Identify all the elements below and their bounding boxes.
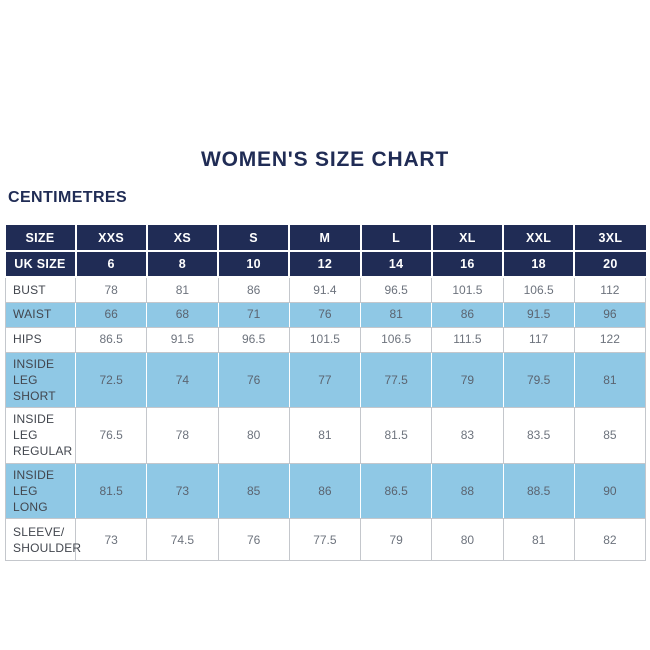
value-cell: 83.5 <box>502 407 575 464</box>
value-cell: 85 <box>217 462 290 520</box>
value-cell: 96.5 <box>217 326 290 353</box>
header-cell: 14 <box>359 250 433 278</box>
size-chart-header: SIZE XXS XS S M L XL XXL 3XL UK SIZE 6 8 10 12 14 16 18 2… <box>5 225 646 278</box>
value-cell: 80 <box>217 407 290 464</box>
value-cell: 86.5 <box>359 462 433 520</box>
row-label: HIPS <box>5 326 76 353</box>
header-cell: 20 <box>573 250 646 278</box>
value-cell: 81 <box>146 276 219 303</box>
value-cell: 71 <box>217 301 290 328</box>
value-cell: 117 <box>502 326 575 353</box>
header-row-label: SIZE <box>5 225 77 252</box>
header-cell: 18 <box>501 250 576 278</box>
value-cell: 81.5 <box>74 462 148 520</box>
header-cell: XL <box>430 225 505 252</box>
value-cell: 85 <box>573 407 647 464</box>
value-cell: 74 <box>146 351 219 409</box>
row-label: WAIST <box>5 301 76 328</box>
header-cell: 16 <box>430 250 505 278</box>
header-cell: XS <box>145 225 220 252</box>
row-label: INSIDE LEG REGULAR <box>5 407 76 464</box>
value-cell: 81.5 <box>359 407 433 464</box>
value-cell: 101.5 <box>288 326 362 353</box>
header-cell: M <box>288 225 362 252</box>
value-cell: 76 <box>217 518 290 562</box>
value-cell: 96.5 <box>359 276 433 303</box>
value-cell: 76.5 <box>74 407 148 464</box>
table-row-hips: HIPS 86.5 91.5 96.5 101.5 106.5 111.5 117 122 <box>5 326 647 353</box>
value-cell: 73 <box>146 462 219 520</box>
table-row-inside-leg-short: INSIDE LEG SHORT 72.5 74 76 77 77.5 79 79.5 81 <box>5 351 647 409</box>
value-cell: 74.5 <box>146 518 219 562</box>
value-cell: 106.5 <box>359 326 433 353</box>
header-cell: 10 <box>216 250 291 278</box>
value-cell: 77.5 <box>359 351 433 409</box>
row-label: SLEEVE/ SHOULDER <box>5 518 81 562</box>
value-cell: 91.5 <box>502 301 575 328</box>
value-cell: 86 <box>431 301 504 328</box>
value-cell: 76 <box>288 301 362 328</box>
table-row-sleeve-shoulder: SLEEVE/ SHOULDER 73 74.5 76 77.5 79 80 81 82 <box>5 518 647 562</box>
value-cell: 86 <box>217 276 290 303</box>
table-row-waist: WAIST 66 68 71 76 81 86 91.5 96 <box>5 301 647 328</box>
value-cell: 101.5 <box>431 276 504 303</box>
value-cell: 86.5 <box>74 326 148 353</box>
value-cell: 106.5 <box>502 276 575 303</box>
row-label: INSIDE LEG SHORT <box>5 351 76 409</box>
value-cell: 88 <box>431 462 504 520</box>
value-cell: 82 <box>573 518 647 562</box>
value-cell: 122 <box>573 326 647 353</box>
value-cell: 79.5 <box>502 351 575 409</box>
value-cell: 78 <box>74 276 148 303</box>
header-row-label: UK SIZE <box>5 250 77 278</box>
header-cell: 6 <box>74 250 148 278</box>
value-cell: 86 <box>288 462 362 520</box>
value-cell: 81 <box>502 518 575 562</box>
header-row-uk-size: UK SIZE 6 8 10 12 14 16 18 20 <box>5 250 646 278</box>
size-chart-table: SIZE XXS XS S M L XL XXL 3XL UK SIZE 6 8 10 12 14 16 18 2… <box>5 225 647 562</box>
value-cell: 81 <box>359 301 433 328</box>
value-cell: 76 <box>217 351 290 409</box>
value-cell: 88.5 <box>502 462 575 520</box>
value-cell: 68 <box>146 301 219 328</box>
header-cell: 12 <box>288 250 362 278</box>
value-cell: 112 <box>573 276 647 303</box>
size-chart-body: BUST 78 81 86 91.4 96.5 101.5 106.5 112 WAIST 66 68… <box>5 276 647 562</box>
header-cell: XXS <box>74 225 148 252</box>
value-cell: 81 <box>573 351 647 409</box>
table-row-bust: BUST 78 81 86 91.4 96.5 101.5 106.5 112 <box>5 276 647 303</box>
header-cell: 8 <box>145 250 220 278</box>
table-row-inside-leg-long: INSIDE LEG LONG 81.5 73 85 86 86.5 88 88.5 90 <box>5 462 647 520</box>
value-cell: 81 <box>288 407 362 464</box>
value-cell: 66 <box>74 301 148 328</box>
header-cell: 3XL <box>573 225 646 252</box>
value-cell: 83 <box>431 407 504 464</box>
value-cell: 77 <box>288 351 362 409</box>
value-cell: 72.5 <box>74 351 148 409</box>
header-cell: L <box>359 225 433 252</box>
unit-label: CENTIMETRES <box>8 189 128 206</box>
value-cell: 79 <box>431 351 504 409</box>
value-cell: 111.5 <box>431 326 504 353</box>
value-cell: 77.5 <box>288 518 362 562</box>
value-cell: 79 <box>359 518 433 562</box>
row-label: INSIDE LEG LONG <box>5 462 76 520</box>
header-row-size: SIZE XXS XS S M L XL XXL 3XL <box>5 225 646 252</box>
header-cell: S <box>216 225 291 252</box>
value-cell: 73 <box>74 518 148 562</box>
row-label: BUST <box>5 276 76 303</box>
table-row-inside-leg-regular: INSIDE LEG REGULAR 76.5 78 80 81 81.5 83 83.5 85 <box>5 407 647 464</box>
value-cell: 91.4 <box>288 276 362 303</box>
value-cell: 96 <box>573 301 647 328</box>
value-cell: 90 <box>573 462 647 520</box>
page-title: WOMEN'S SIZE CHART <box>200 148 450 171</box>
value-cell: 78 <box>146 407 219 464</box>
value-cell: 91.5 <box>146 326 219 353</box>
value-cell: 80 <box>431 518 504 562</box>
header-cell: XXL <box>501 225 576 252</box>
